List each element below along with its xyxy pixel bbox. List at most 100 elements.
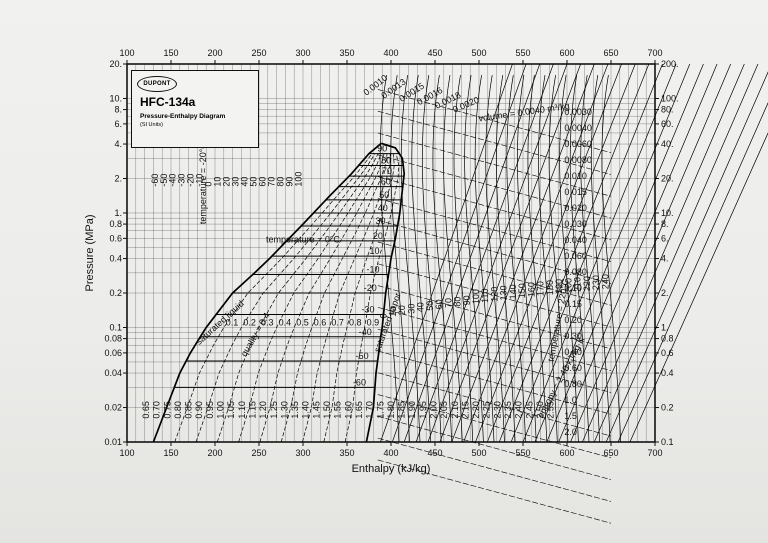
- y-tick-label-right: 6.: [661, 233, 669, 243]
- liquid-temperature-label: 30: [231, 177, 241, 187]
- entropy-line: [617, 102, 768, 443]
- x-tick-label-bottom: 700: [647, 448, 662, 458]
- volume-label: 0.030: [564, 219, 587, 229]
- volume-line: [377, 307, 612, 371]
- entropy-label: 0.65: [141, 401, 151, 419]
- vapor-isotherm-line: [601, 75, 622, 443]
- entropy-label: 0.85: [184, 401, 194, 419]
- vapor-temperature-label: 40: [416, 302, 426, 312]
- entropy-line: [475, 63, 622, 443]
- vapor-isotherm-line: [517, 75, 537, 443]
- entropy-line: [522, 63, 677, 443]
- entropy-line: [439, 63, 581, 443]
- quality-line: [174, 153, 373, 443]
- quality-label: 0.4: [279, 317, 292, 327]
- volume-line: [377, 459, 612, 524]
- vapor-isotherm-line: [569, 75, 590, 443]
- vapor-temperature-label: 170: [536, 281, 546, 296]
- x-tick-label-bottom: 500: [471, 448, 486, 458]
- liquid-temperature-label: 20: [222, 177, 232, 187]
- vapor-isotherm-line: [485, 75, 505, 443]
- y-tick-label-right: 20.: [661, 174, 674, 184]
- quality-label: 0.1: [226, 317, 239, 327]
- volume-line: [377, 394, 612, 459]
- x-tick-label-top: 550: [515, 48, 530, 58]
- vapor-isotherm-line: [474, 75, 495, 443]
- volume-label: 0.30: [564, 331, 582, 341]
- vapor-temperature-label: 60: [434, 299, 444, 309]
- liquid-temperature-label: -40: [168, 174, 178, 187]
- volume-line: [377, 176, 612, 241]
- quality-line: [216, 153, 379, 443]
- x-tick-label-bottom: 450: [427, 448, 442, 458]
- vapor-temperature-label: 80: [453, 297, 463, 307]
- x-tick-label-top: 600: [559, 48, 574, 58]
- volume-label: 1.0: [564, 395, 577, 405]
- liquid-temperature-label: -20: [186, 174, 196, 187]
- entropy-line: [546, 63, 704, 443]
- quality-label: 0.7: [331, 317, 344, 327]
- entropy-label: 1.45: [311, 401, 321, 419]
- entropy-label: 2.05: [439, 401, 449, 419]
- y-tick-label-left: 1.: [114, 208, 122, 218]
- entropy-label: 1.80: [386, 401, 396, 419]
- entropy-label: 2.35: [503, 401, 513, 419]
- y-tick-label-right: 0.2: [661, 403, 674, 413]
- liquid-temperature-label: -10: [195, 174, 205, 187]
- liquid-temperature-label: 90: [284, 177, 294, 187]
- liquid-temperature-label: 70: [266, 177, 276, 187]
- vapor-temperature-label: 100: [471, 289, 481, 304]
- entropy-label: 1.60: [343, 401, 353, 419]
- brand-logo: DUPONT: [137, 76, 177, 92]
- volume-line: [377, 372, 612, 437]
- y-tick-label-left: 0.04: [104, 368, 122, 378]
- volume-label: 1.5: [564, 411, 577, 421]
- isotherm-label: 50: [379, 190, 389, 200]
- vapor-isotherm-line: [443, 75, 463, 443]
- x-tick-label-bottom: 300: [295, 448, 310, 458]
- entropy-line: [570, 63, 732, 443]
- entropy-label: 2.50: [535, 401, 545, 419]
- quality-label: 0.3: [261, 317, 274, 327]
- entropy-label: 2.30: [492, 401, 502, 419]
- vapor-temperature-label: 190: [554, 279, 564, 294]
- vapor-temperature-label: 10: [388, 307, 398, 317]
- entropy-line: [487, 63, 636, 443]
- entropy-line: [380, 63, 513, 443]
- units-note: (SI Units): [140, 122, 163, 128]
- volume-label: 0.010: [564, 171, 587, 181]
- vapor-isotherm-line: [590, 75, 611, 443]
- entropy-line: [593, 63, 759, 443]
- quality-label: 0.2: [243, 317, 256, 327]
- y-tick-label-left: 0.1: [109, 322, 122, 332]
- vapor-temperature-label: 200: [563, 278, 573, 293]
- x-tick-label-top: 250: [251, 48, 266, 58]
- vapor-temperature-label: 70: [443, 298, 453, 308]
- vapor-isotherm-line: [421, 75, 442, 443]
- vapor-isotherm-line: [411, 75, 431, 443]
- entropy-label: 2.10: [450, 401, 460, 419]
- entropy-label: 1.30: [279, 401, 289, 419]
- entropy-label: 2.55: [546, 401, 556, 419]
- volume-line: [377, 89, 612, 153]
- y-tick-label-left: 0.6: [109, 233, 122, 243]
- y-tick-label-left: 6.: [114, 119, 122, 129]
- vapor-temperature-label: 120: [489, 287, 499, 302]
- y-tick-label-right: 4.: [661, 254, 669, 264]
- vapor-isotherm-line: [527, 75, 548, 443]
- vapor-temperature-label: 30: [406, 304, 416, 314]
- liquid-temperature-label: 0: [204, 182, 214, 187]
- quality-line: [195, 153, 376, 443]
- x-tick-label-bottom: 650: [603, 448, 618, 458]
- entropy-label: 1.40: [301, 401, 311, 419]
- y-tick-label-left: 0.2: [109, 288, 122, 298]
- entropy-label: 2.45: [524, 401, 534, 419]
- vapor-isotherm-line: [580, 75, 600, 443]
- volume-label: 0.80: [564, 379, 582, 389]
- entropy-label: 1.25: [269, 401, 279, 419]
- temperature-annotation: temperature = 0°C: [266, 235, 340, 245]
- volume-line: [377, 263, 612, 328]
- vapor-isotherm-line: [559, 75, 579, 443]
